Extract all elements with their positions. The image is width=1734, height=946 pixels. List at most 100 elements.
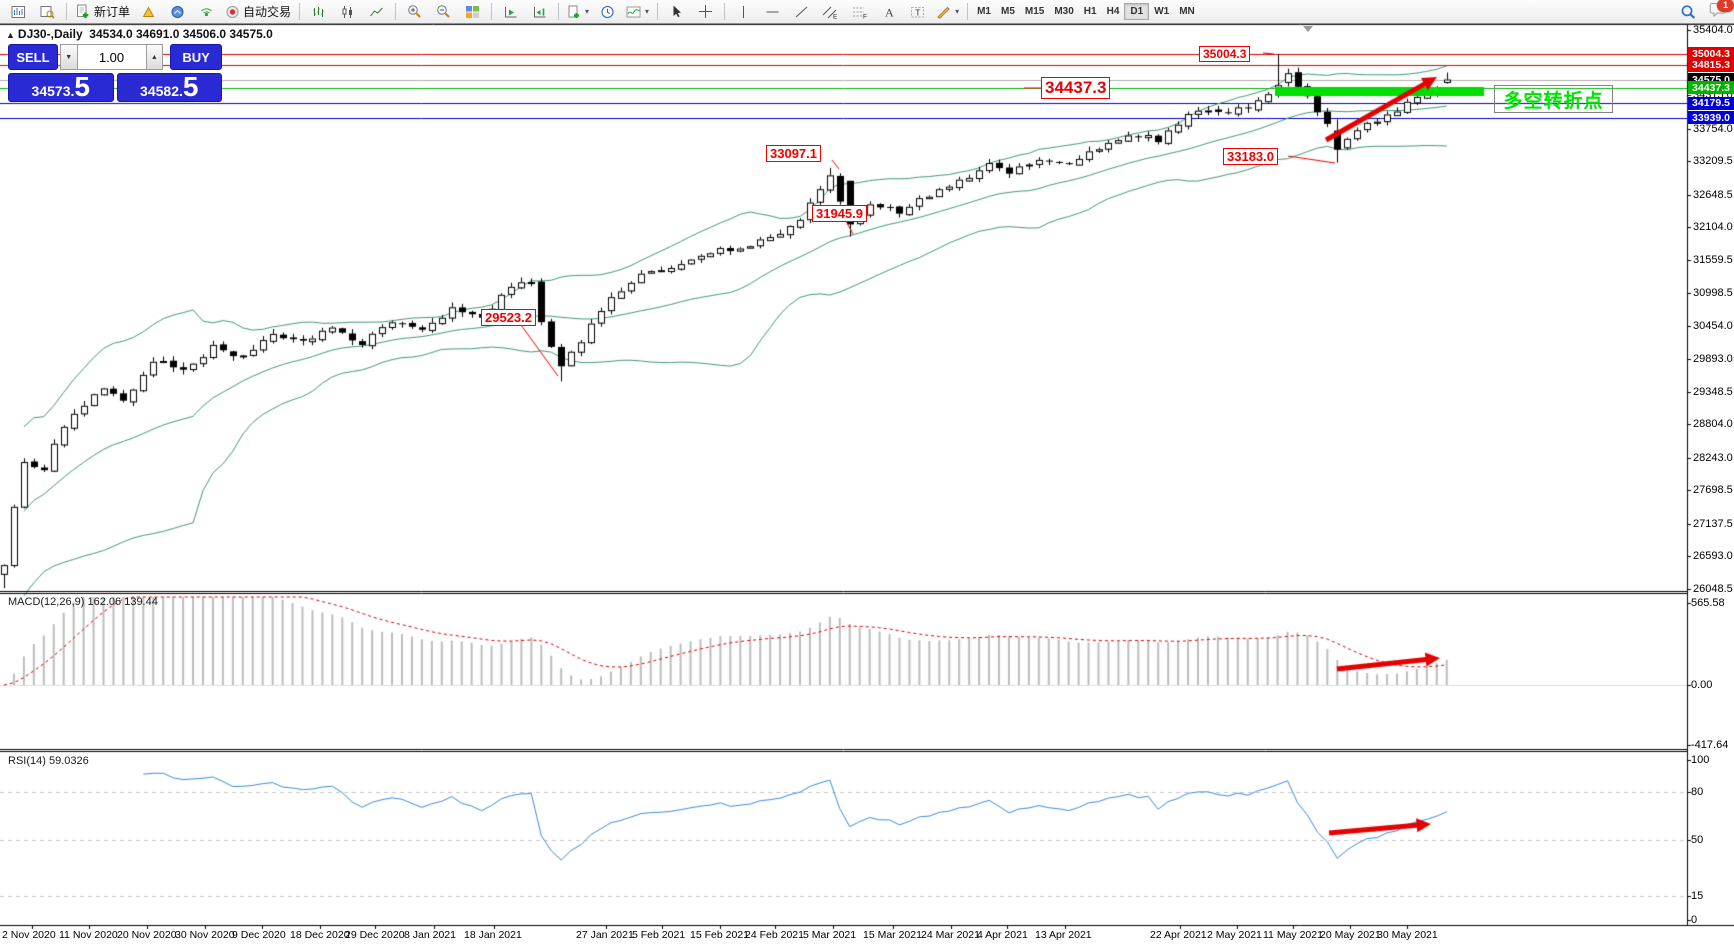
- price-callout[interactable]: 33097.1: [766, 145, 821, 163]
- price-badge: 33939.0: [1688, 111, 1734, 124]
- buy-price[interactable]: 34582. 5: [116, 73, 222, 102]
- price-tick-label: 33754.0: [1693, 122, 1733, 135]
- timeframe-m15[interactable]: M15: [1024, 6, 1045, 17]
- price-callout[interactable]: 31945.9: [812, 205, 867, 223]
- sell-price[interactable]: 34573. 5: [8, 73, 114, 102]
- text-icon[interactable]: A: [874, 1, 903, 23]
- date-tick-label: 9 Dec 2020: [232, 929, 286, 941]
- volume-input[interactable]: [77, 44, 146, 70]
- date-tick-label: 20 Nov 2020: [117, 929, 177, 941]
- date-tick-label: 18 Jan 2021: [464, 929, 522, 941]
- chart-shift-marker-icon[interactable]: [1303, 26, 1313, 32]
- toolbar-separator: [66, 3, 67, 20]
- date-tick-label: 11 Nov 2020: [59, 929, 118, 941]
- volume-down-button[interactable]: ▼: [59, 44, 78, 70]
- timeframe-m5[interactable]: M5: [1000, 6, 1015, 17]
- price-tick-label: 27698.5: [1693, 484, 1733, 497]
- channel-icon[interactable]: E: [816, 1, 845, 23]
- terminal-icon[interactable]: [163, 1, 192, 23]
- turning-point-annotation[interactable]: 多空转折点: [1494, 85, 1613, 113]
- timeframe-h4[interactable]: H4: [1106, 6, 1120, 17]
- shapes-icon[interactable]: ▾: [932, 1, 963, 23]
- timeframe-h1[interactable]: H1: [1083, 6, 1097, 17]
- tile-windows-icon[interactable]: [458, 1, 487, 23]
- date-tick-label: 24 Mar 2021: [921, 929, 980, 941]
- data-window-icon[interactable]: [33, 1, 62, 23]
- line-chart-icon[interactable]: [362, 1, 391, 23]
- price-tick-label: 27137.5: [1693, 517, 1733, 530]
- chat-icon[interactable]: 1: [1709, 0, 1734, 23]
- chart-shift-icon[interactable]: [525, 1, 554, 23]
- auto-scroll-icon[interactable]: [496, 1, 525, 23]
- volume-up-button[interactable]: ▲: [145, 44, 164, 70]
- date-tick-label: 24 Feb 2021: [745, 929, 804, 941]
- crosshair-icon[interactable]: [691, 1, 720, 23]
- trendline-icon[interactable]: [787, 1, 816, 23]
- signals-icon[interactable]: [192, 1, 221, 23]
- date-tick-label: 2 Nov 2020: [2, 929, 56, 941]
- symbol-period: DJ30-,Daily: [17, 27, 83, 41]
- timeframe-d1[interactable]: D1: [1124, 3, 1150, 20]
- vertical-line-icon[interactable]: [729, 1, 758, 23]
- date-tick-label: 20 May 2021: [1320, 929, 1381, 941]
- indicator-tick-label: 0: [1691, 914, 1698, 926]
- collapse-arrow-icon[interactable]: ▲: [6, 30, 15, 40]
- search-icon[interactable]: [1674, 1, 1703, 23]
- sell-button[interactable]: SELL: [8, 44, 58, 70]
- new-order-button[interactable]: 新订单: [71, 1, 134, 23]
- price-tick-label: 26593.0: [1693, 550, 1733, 563]
- one-click-trading-panel: SELL ▼ ▲ BUY 34573.5 34582.5: [8, 44, 222, 102]
- horizontal-line-icon[interactable]: [758, 1, 787, 23]
- date-tick-label: 15 Mar 2021: [863, 929, 922, 941]
- buy-button[interactable]: BUY: [170, 44, 222, 70]
- zoom-in-icon[interactable]: [400, 1, 429, 23]
- date-tick-label: 8 Jan 2021: [404, 929, 456, 941]
- timeframe-m1[interactable]: M1: [977, 6, 991, 17]
- toolbar-buttons: 新订单 自动交易 ▾ ▾ E F A T ▾ M1 M5 M15 M30 H1 H4 D1 W1 MN: [4, 0, 1200, 23]
- date-tick-label: 22 Apr 2021: [1150, 929, 1207, 941]
- zoom-out-icon[interactable]: [429, 1, 458, 23]
- autotrading-button[interactable]: 自动交易: [221, 1, 295, 23]
- candle-chart-icon[interactable]: [333, 1, 362, 23]
- date-tick-label: 2 May 2021: [1207, 929, 1262, 941]
- templates-icon[interactable]: ▾: [563, 1, 593, 23]
- price-badge: 34815.3: [1688, 58, 1734, 72]
- date-tick-label: 30 May 2021: [1377, 929, 1438, 941]
- indicator-tick-label: 0.00: [1691, 679, 1713, 691]
- price-tick-label: 30998.5: [1693, 287, 1733, 300]
- svg-text:A: A: [885, 5, 894, 19]
- price-callout[interactable]: 33183.0: [1223, 148, 1278, 166]
- price-tick-label: 29348.5: [1693, 385, 1733, 398]
- indicator-tick-label: 15: [1691, 890, 1704, 902]
- bar-chart-icon[interactable]: [304, 1, 333, 23]
- toolbar-separator: [724, 3, 726, 20]
- indicator-tick-label: -417.64: [1691, 739, 1729, 751]
- label-icon[interactable]: T: [903, 1, 932, 23]
- date-tick-label: 27 Jan 2021: [576, 929, 634, 941]
- toolbar-separator: [395, 3, 397, 20]
- price-badge: 35004.3: [1688, 47, 1734, 61]
- price-callout[interactable]: 29523.2: [481, 309, 536, 327]
- date-tick-label: 5 Mar 2021: [803, 929, 857, 941]
- price-tick-label: 28243.0: [1693, 451, 1733, 464]
- charts-icon[interactable]: [4, 1, 33, 23]
- price-callout[interactable]: 35004.3: [1199, 46, 1251, 63]
- timeframe-w1[interactable]: W1: [1154, 6, 1170, 17]
- periods-icon[interactable]: [593, 1, 622, 23]
- price-callout[interactable]: 34437.3: [1041, 77, 1111, 100]
- price-tick-label: 26048.5: [1693, 582, 1733, 595]
- date-tick-label: 18 Dec 2020: [290, 929, 350, 941]
- cursor-icon[interactable]: [662, 1, 691, 23]
- timeframe-m30[interactable]: M30: [1054, 6, 1074, 17]
- timeframe-mn[interactable]: MN: [1179, 6, 1195, 17]
- price-tick-label: 33209.5: [1693, 155, 1733, 168]
- macd-label: MACD(12,26,9) 162.06 139.44: [8, 596, 158, 608]
- fibonacci-icon[interactable]: F: [845, 1, 874, 23]
- metaeditor-icon[interactable]: [134, 1, 163, 23]
- price-tick-label: 29893.0: [1693, 353, 1733, 366]
- price-tick-label: 28804.0: [1693, 418, 1733, 431]
- indicators-icon[interactable]: ▾: [622, 1, 653, 23]
- date-tick-label: 11 May 2021: [1263, 929, 1323, 941]
